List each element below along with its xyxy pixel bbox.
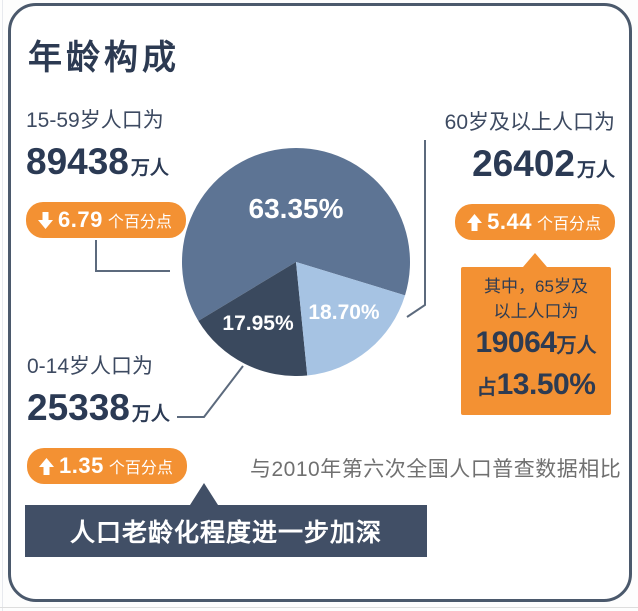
up-arrow-icon bbox=[39, 457, 54, 475]
group-0-14-value: 25338 万人 bbox=[27, 386, 170, 438]
group-60-plus-value: 26402 万人 bbox=[472, 142, 615, 194]
group-60-plus: 60岁及以上人口为 26402 万人 5.44 个百分点 bbox=[445, 108, 615, 240]
down-arrow-icon bbox=[38, 211, 53, 229]
highlight-share-prefix: 占 bbox=[476, 376, 497, 399]
group-60-plus-change-unit: 个百分点 bbox=[536, 216, 601, 233]
highlight-box-pointer bbox=[523, 253, 547, 267]
group-15-59-value: 89438 万人 bbox=[26, 140, 169, 192]
page-title: 年龄构成 bbox=[28, 39, 180, 77]
group-0-14-label: 0-14岁人口为 bbox=[27, 355, 154, 378]
group-60-plus-label: 60岁及以上人口为 bbox=[444, 111, 615, 134]
group-15-59: 15-59岁人口为 89438 万人 6.79 个百分点 bbox=[26, 106, 186, 238]
highlight-box-65-plus: 其中，65岁及 以上人口为 19064万人 占13.50% bbox=[461, 267, 611, 415]
pie-slice-0-14 bbox=[198, 262, 308, 376]
pie-chart: 63.35% 17.95% 18.70% bbox=[182, 148, 410, 376]
group-0-14-change-unit: 个百分点 bbox=[108, 460, 173, 477]
up-arrow-icon bbox=[467, 213, 483, 231]
group-60-plus-unit: 万人 bbox=[576, 160, 615, 181]
group-0-14-number: 25338 bbox=[27, 387, 130, 428]
highlight-share: 13.50% bbox=[496, 367, 596, 401]
page-edge-artifact bbox=[2, 0, 3, 611]
group-15-59-change-unit: 个百分点 bbox=[107, 214, 172, 231]
group-60-plus-change: 5.44 bbox=[487, 209, 532, 234]
highlight-line2: 以上人口为 bbox=[493, 301, 579, 321]
group-15-59-unit: 万人 bbox=[130, 158, 169, 179]
pie-label-60-plus: 18.70% bbox=[308, 301, 380, 324]
highlight-value-row: 19064万人 bbox=[476, 325, 597, 366]
group-0-14: 0-14岁人口为 25338 万人 1.35 个百分点 bbox=[27, 352, 187, 484]
conclusion-banner: 人口老龄化程度进一步加深 bbox=[25, 505, 427, 557]
group-15-59-number: 89438 bbox=[26, 141, 129, 182]
pie-label-15-59: 63.35% bbox=[249, 193, 344, 224]
highlight-unit: 万人 bbox=[556, 334, 597, 357]
group-0-14-change-badge: 1.35 个百分点 bbox=[27, 448, 187, 484]
page-edge-artifact bbox=[0, 607, 638, 608]
comparison-note: 与2010年第六次全国人口普查数据相比 bbox=[250, 458, 622, 481]
group-0-14-unit: 万人 bbox=[131, 404, 170, 425]
highlight-share-row: 占13.50% bbox=[477, 367, 596, 408]
group-15-59-change-badge: 6.79 个百分点 bbox=[26, 202, 186, 238]
pie-slice-15-59 bbox=[182, 148, 410, 321]
pie-label-0-14: 17.95% bbox=[222, 312, 294, 335]
highlight-line1: 其中，65岁及 bbox=[484, 276, 588, 296]
highlight-number: 19064 bbox=[475, 325, 557, 359]
group-15-59-label: 15-59岁人口为 bbox=[26, 109, 164, 132]
conclusion-text: 人口老龄化程度进一步加深 bbox=[69, 519, 382, 547]
group-15-59-change: 6.79 bbox=[58, 207, 103, 232]
group-60-plus-number: 26402 bbox=[472, 143, 575, 184]
group-0-14-change: 1.35 bbox=[59, 453, 104, 478]
group-60-plus-change-badge: 5.44 个百分点 bbox=[455, 204, 615, 240]
pie-slice-60-plus bbox=[296, 262, 406, 376]
banner-pointer bbox=[190, 483, 218, 505]
